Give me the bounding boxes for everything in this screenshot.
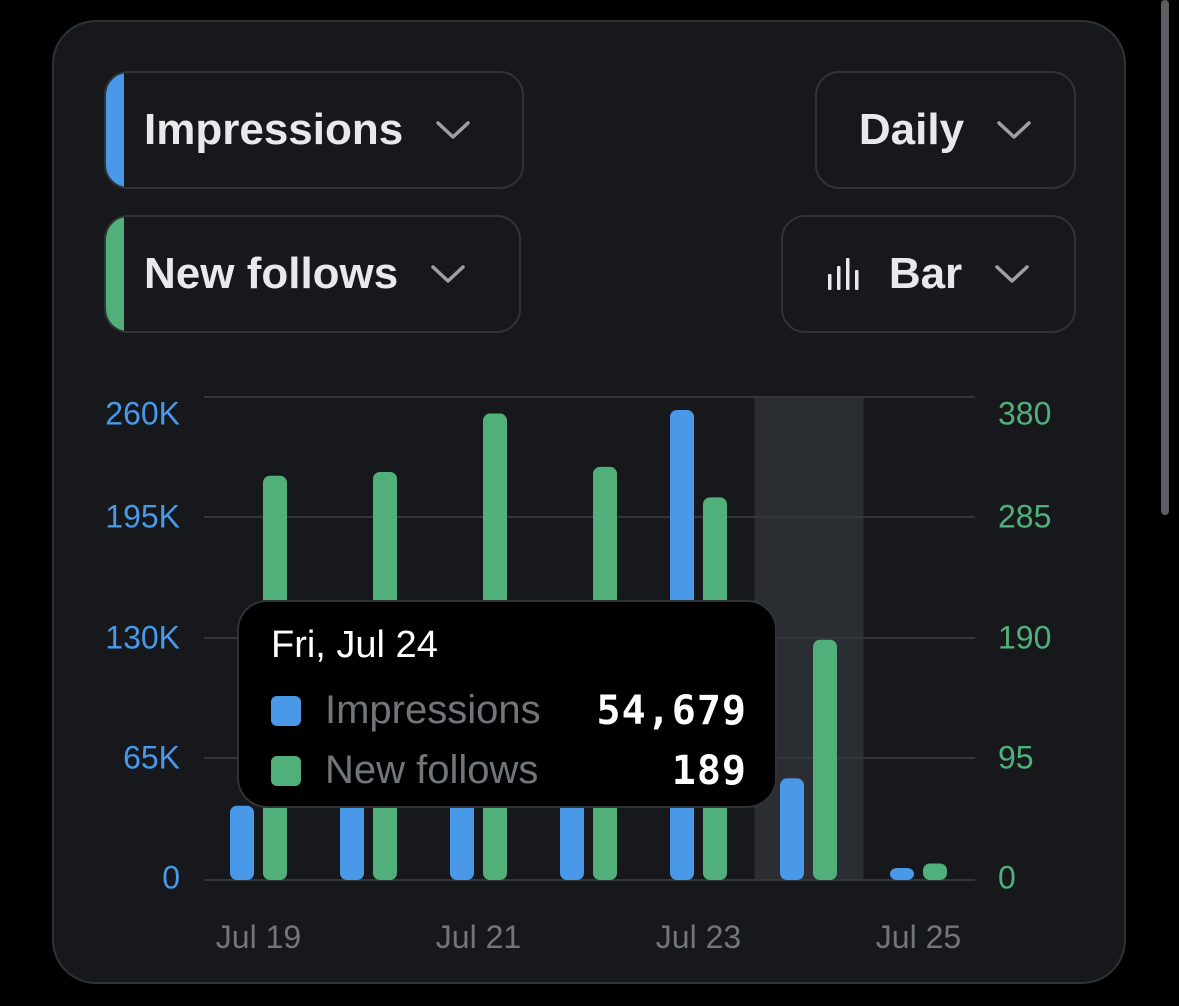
metric1-label: Impressions: [144, 105, 404, 154]
y-right-tick-label: 190: [998, 619, 1051, 655]
x-tick-label: Jul 23: [656, 919, 741, 955]
y-right-tick-label: 95: [998, 739, 1034, 775]
chevron-down-icon: [431, 265, 465, 283]
new-follows-bar: [813, 639, 837, 880]
chevron-down-icon: [995, 265, 1029, 283]
metric2-color-accent: [106, 217, 124, 331]
chart-type-label: Bar: [888, 249, 963, 298]
tooltip-date: Fri, Jul 24: [271, 624, 438, 666]
impressions-bar: [230, 805, 254, 880]
y-left-tick-label: 195K: [105, 498, 180, 534]
chart-tooltip: Fri, Jul 24 Impressions 54,679 New follo…: [237, 600, 777, 808]
tooltip-value: 54,679: [596, 688, 747, 734]
y-left-tick-label: 65K: [123, 739, 180, 775]
tooltip-series-name: Impressions: [325, 688, 541, 732]
chevron-down-icon: [997, 121, 1031, 139]
y-right-tick-label: 380: [998, 395, 1051, 431]
x-tick-label: Jul 21: [436, 919, 521, 955]
tooltip-series-name: New follows: [325, 748, 539, 792]
impressions-bar: [780, 778, 804, 880]
impressions-bar: [340, 801, 364, 880]
scrollbar[interactable]: [1161, 0, 1169, 515]
y-right-tick-label: 0: [998, 859, 1016, 895]
metric2-label: New follows: [144, 249, 399, 298]
tooltip-row-new-follows: New follows 189: [271, 746, 747, 796]
chart-type-select[interactable]: Bar: [781, 215, 1076, 333]
tooltip-row-impressions: Impressions 54,679: [271, 686, 747, 736]
interval-label: Daily: [858, 105, 965, 154]
impressions-swatch: [271, 696, 301, 726]
metric1-select[interactable]: Impressions: [104, 71, 524, 189]
new-follows-swatch: [271, 756, 301, 786]
x-tick-label: Jul 25: [876, 919, 961, 955]
new-follows-bar: [923, 863, 947, 880]
y-left-tick-label: 0: [162, 859, 180, 895]
tooltip-value: 189: [671, 748, 747, 794]
y-right-tick-label: 285: [998, 498, 1051, 534]
y-left-tick-label: 130K: [105, 619, 180, 655]
bar-chart-icon: [827, 258, 859, 290]
metric1-color-accent: [106, 73, 124, 187]
impressions-bar: [890, 868, 914, 880]
interval-select[interactable]: Daily: [815, 71, 1076, 189]
chevron-down-icon: [436, 121, 470, 139]
x-tick-label: Jul 19: [216, 919, 301, 955]
metric2-select[interactable]: New follows: [104, 215, 521, 333]
y-left-tick-label: 260K: [105, 395, 180, 431]
